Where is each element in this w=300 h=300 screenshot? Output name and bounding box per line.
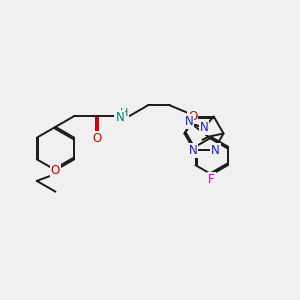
Text: N: N (188, 144, 197, 157)
Text: F: F (208, 173, 215, 186)
Text: N: N (185, 115, 194, 128)
Text: O: O (51, 164, 60, 177)
Text: N: N (211, 144, 220, 157)
Text: N: N (116, 111, 124, 124)
Text: N: N (200, 121, 208, 134)
Text: H: H (120, 107, 128, 118)
Text: O: O (188, 110, 197, 123)
Text: O: O (92, 132, 101, 145)
